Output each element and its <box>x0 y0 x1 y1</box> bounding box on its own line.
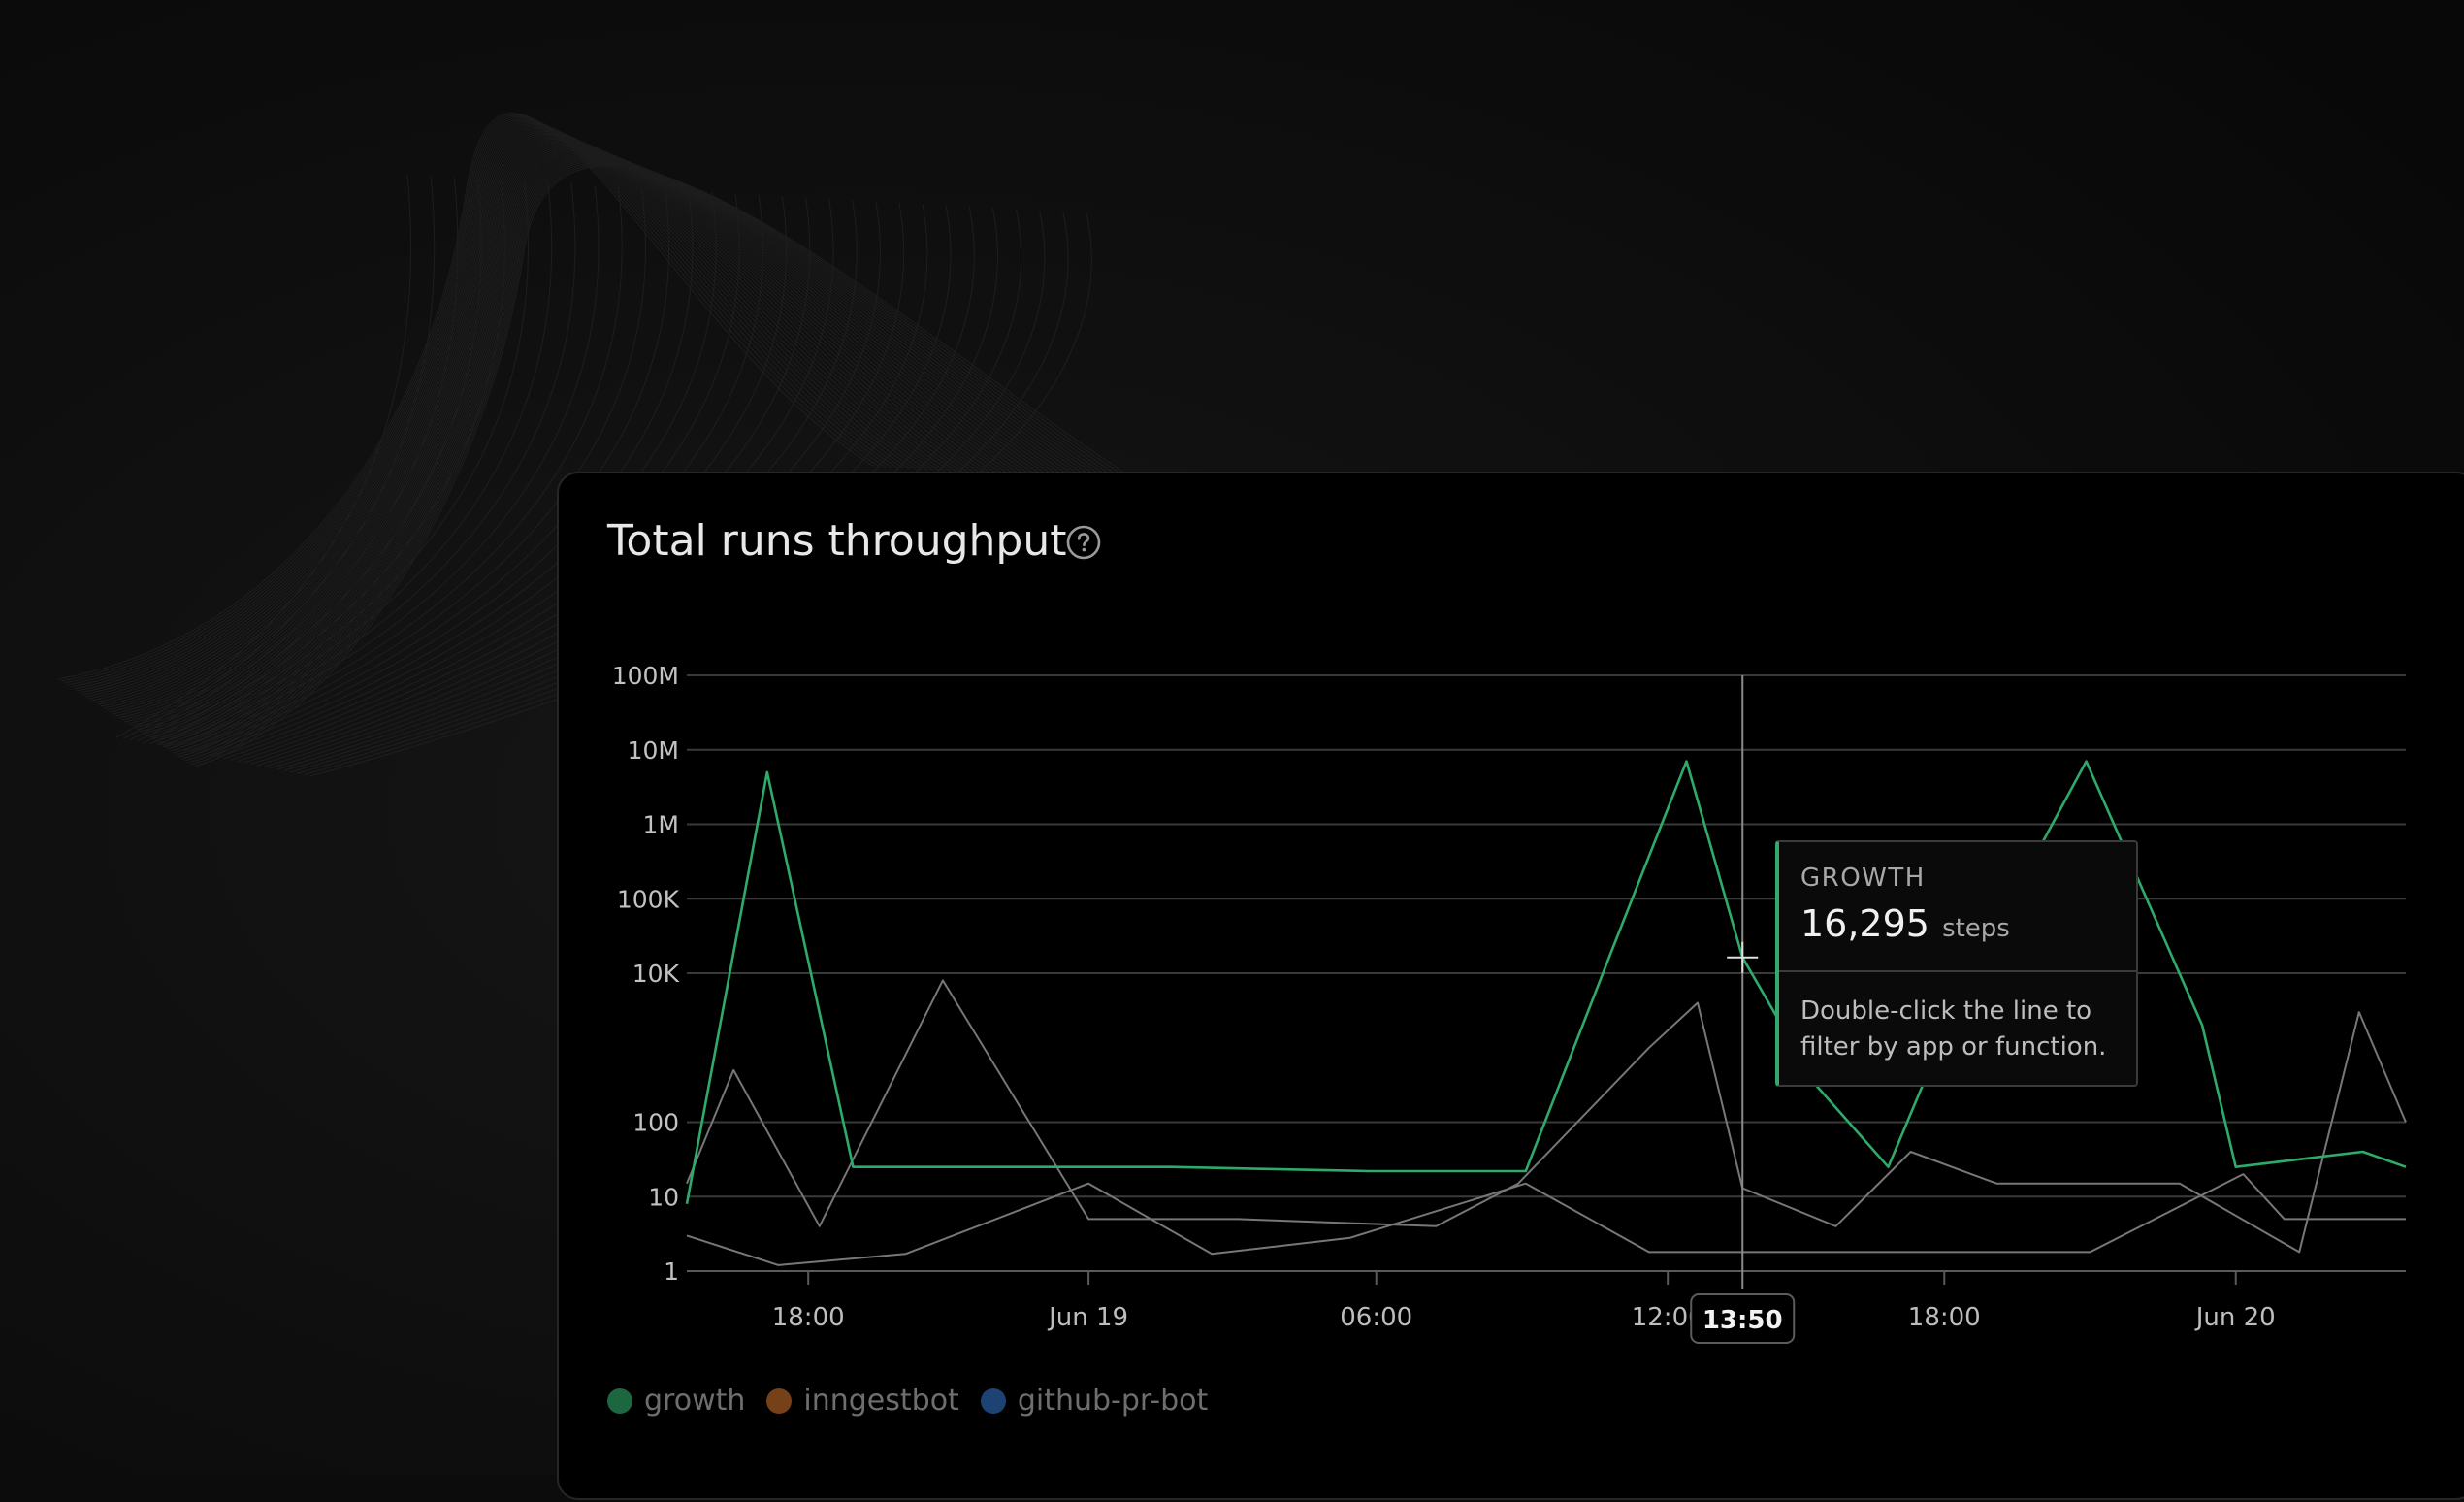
y-tick-label: 100K <box>617 885 680 913</box>
crosshair-time-label: 13:50 <box>1702 1306 1783 1335</box>
legend-label: inngestbot <box>803 1384 959 1418</box>
tooltip-series-name: GROWTH <box>1800 864 1926 893</box>
y-tick-label: 10K <box>632 960 680 988</box>
throughput-card: Total runs throughput 1 10 100 10K 100K 1M 10M… <box>557 472 2464 1500</box>
y-tick-label: 100 <box>632 1109 679 1137</box>
tooltip-value: 16,295 <box>1800 902 1929 945</box>
x-tick-label: 18:00 <box>1908 1303 1981 1332</box>
x-tick-label: Jun 19 <box>1047 1303 1128 1332</box>
y-tick-label: 10M <box>628 736 679 765</box>
y-tick-label: 100M <box>612 662 679 690</box>
legend-label: github-pr-bot <box>1017 1384 1209 1418</box>
legend-item-github-pr-bot[interactable]: github-pr-bot <box>980 1384 1209 1418</box>
tooltip-hint: Double-click the line to filter by app o… <box>1800 996 2107 1061</box>
legend-dot <box>766 1388 793 1414</box>
legend-item-growth[interactable]: growth <box>607 1384 745 1418</box>
x-tick-label: Jun 20 <box>2194 1303 2276 1332</box>
y-tick-label: 10 <box>648 1183 679 1211</box>
series-line-inngestbot[interactable] <box>686 979 2407 1254</box>
chart-legend: growth inngestbot github-pr-bot <box>607 1384 1229 1418</box>
legend-dot <box>607 1388 632 1414</box>
crosshair-time-badge <box>1690 1293 1796 1344</box>
legend-dot <box>980 1388 1006 1414</box>
question-circle-icon[interactable] <box>1065 524 1102 561</box>
card-title: Total runs throughput <box>607 516 1067 566</box>
legend-label: growth <box>644 1384 746 1418</box>
tooltip-unit: steps <box>1942 914 2010 943</box>
y-tick-label: 1 <box>664 1257 679 1286</box>
legend-item-inngestbot[interactable]: inngestbot <box>766 1384 959 1418</box>
x-tick-label: 06:00 <box>1340 1303 1412 1332</box>
throughput-line-chart[interactable]: 1 10 100 10K 100K 1M 10M 100M 18:00 Jun 19 06:00 1… <box>559 473 2464 1502</box>
x-tick-label: 18:00 <box>772 1303 845 1332</box>
series-tooltip: GROWTH 16,295 steps Double-click the lin… <box>1775 840 2138 1087</box>
y-tick-label: 1M <box>643 811 679 839</box>
series-line-growth[interactable] <box>685 760 2407 1204</box>
series-line-github-pr-bot[interactable] <box>686 1173 2406 1266</box>
